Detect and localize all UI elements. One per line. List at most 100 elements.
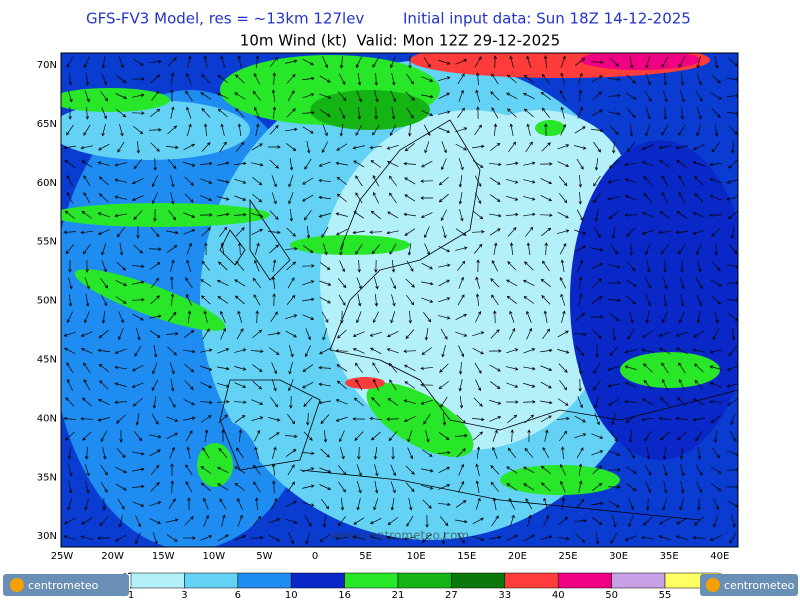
wind-arrow [711, 295, 722, 305]
wind-arrow [219, 226, 228, 237]
wind-arrow [421, 110, 434, 117]
wind-arrow [304, 209, 312, 221]
wind-arrow [590, 60, 604, 64]
wind-arrow [118, 328, 124, 341]
wind-arrow [115, 280, 128, 287]
wind-arrow [577, 106, 583, 119]
wind-arrow [199, 161, 213, 166]
wind-arrow [286, 261, 296, 271]
wind-arrow [695, 430, 703, 442]
wind-arrow [165, 145, 179, 150]
wind-arrow [591, 262, 604, 269]
wind-arrow [68, 259, 72, 273]
wind-arrow [101, 107, 107, 120]
wind-arrow [132, 93, 145, 98]
wind-arrow [624, 178, 637, 184]
wind-arrow [678, 124, 686, 136]
wind-arrow [406, 515, 414, 527]
wind-arrow [506, 279, 518, 287]
wind-arrow [726, 280, 738, 285]
wind-arrow [186, 106, 192, 119]
wind-arrow [150, 227, 160, 238]
wind-arrow [472, 517, 484, 525]
wind-arrow [114, 348, 127, 354]
wind-arrow [220, 242, 225, 255]
wind-arrow [709, 213, 723, 217]
wind-arrow [540, 415, 552, 423]
wind-arrow [272, 106, 277, 120]
colorbar-segment [397, 572, 452, 589]
wind-arrow [356, 90, 362, 103]
wind-arrow [271, 497, 278, 510]
lon-label: 10W [202, 551, 225, 562]
wind-arrow [271, 175, 277, 188]
wind-arrow [713, 311, 719, 324]
wind-arrow [268, 518, 281, 524]
wind-arrow [166, 416, 179, 422]
wind-arrow [116, 414, 126, 424]
lon-label: 15E [457, 551, 476, 562]
wind-arrow [321, 226, 329, 238]
wind-arrow [115, 93, 128, 100]
wind-arrow [578, 191, 582, 205]
wind-arrow [714, 124, 719, 137]
wind-arrow [167, 311, 177, 322]
wind-arrow [337, 516, 346, 527]
wind-arrow [507, 261, 517, 271]
wind-arrow [438, 127, 451, 133]
wind-arrow [252, 515, 262, 526]
wind-arrow [727, 77, 738, 82]
wind-arrow [559, 463, 566, 476]
wind-arrow [421, 468, 434, 473]
wind-arrow [475, 480, 480, 493]
model-title: GFS-FV3 Model, res = ~13km 127lev [86, 10, 364, 28]
wind-arrow [492, 446, 498, 459]
wind-arrow [608, 77, 621, 82]
wind-arrow [234, 161, 247, 166]
wind-arrow [252, 90, 262, 101]
wind-arrow [355, 379, 363, 391]
wind-arrow [85, 294, 90, 307]
wind-arrow [354, 362, 363, 374]
wind-arrow [506, 92, 518, 100]
wind-arrow [559, 379, 568, 391]
wind-arrow [459, 209, 464, 222]
wind-arrow [573, 332, 587, 337]
wind-arrow [151, 175, 158, 188]
wind-arrow [405, 329, 415, 340]
wind-arrow [729, 532, 737, 544]
wind-arrow [676, 517, 688, 525]
colorbar-label: 3 [181, 590, 187, 600]
wind-arrow [355, 56, 362, 69]
wind-arrow [335, 349, 349, 353]
wind-arrow [711, 261, 721, 272]
wind-arrow [235, 108, 245, 118]
wind-arrow [217, 296, 229, 304]
wind-arrow [82, 397, 92, 407]
wind-arrow [253, 72, 261, 85]
wind-arrow [626, 261, 636, 272]
wind-arrow [370, 160, 382, 168]
wind-arrow [424, 243, 431, 256]
wind-arrow [678, 175, 686, 187]
wind-arrow [254, 446, 259, 459]
wind-arrow [624, 381, 637, 388]
wind-arrow [560, 106, 565, 119]
wind-arrow [437, 502, 451, 507]
subtitle: 10m Wind (kt) Valid: Mon 12Z 29-12-2025 [240, 32, 560, 50]
wind-arrow [131, 382, 144, 388]
wind-arrow [594, 209, 599, 222]
wind-arrow [272, 293, 276, 307]
wind-arrow [491, 73, 499, 85]
wind-arrow [678, 56, 686, 68]
colorbar-segment [184, 572, 239, 589]
field-blob [500, 465, 620, 495]
wind-arrow [353, 211, 365, 219]
wind-arrow [577, 396, 583, 409]
wind-arrow [591, 247, 604, 252]
wind-arrow [372, 56, 380, 68]
wind-arrow [557, 211, 569, 219]
wind-arrow [641, 144, 654, 151]
wind-arrow [576, 209, 584, 221]
wind-arrow [217, 74, 228, 83]
